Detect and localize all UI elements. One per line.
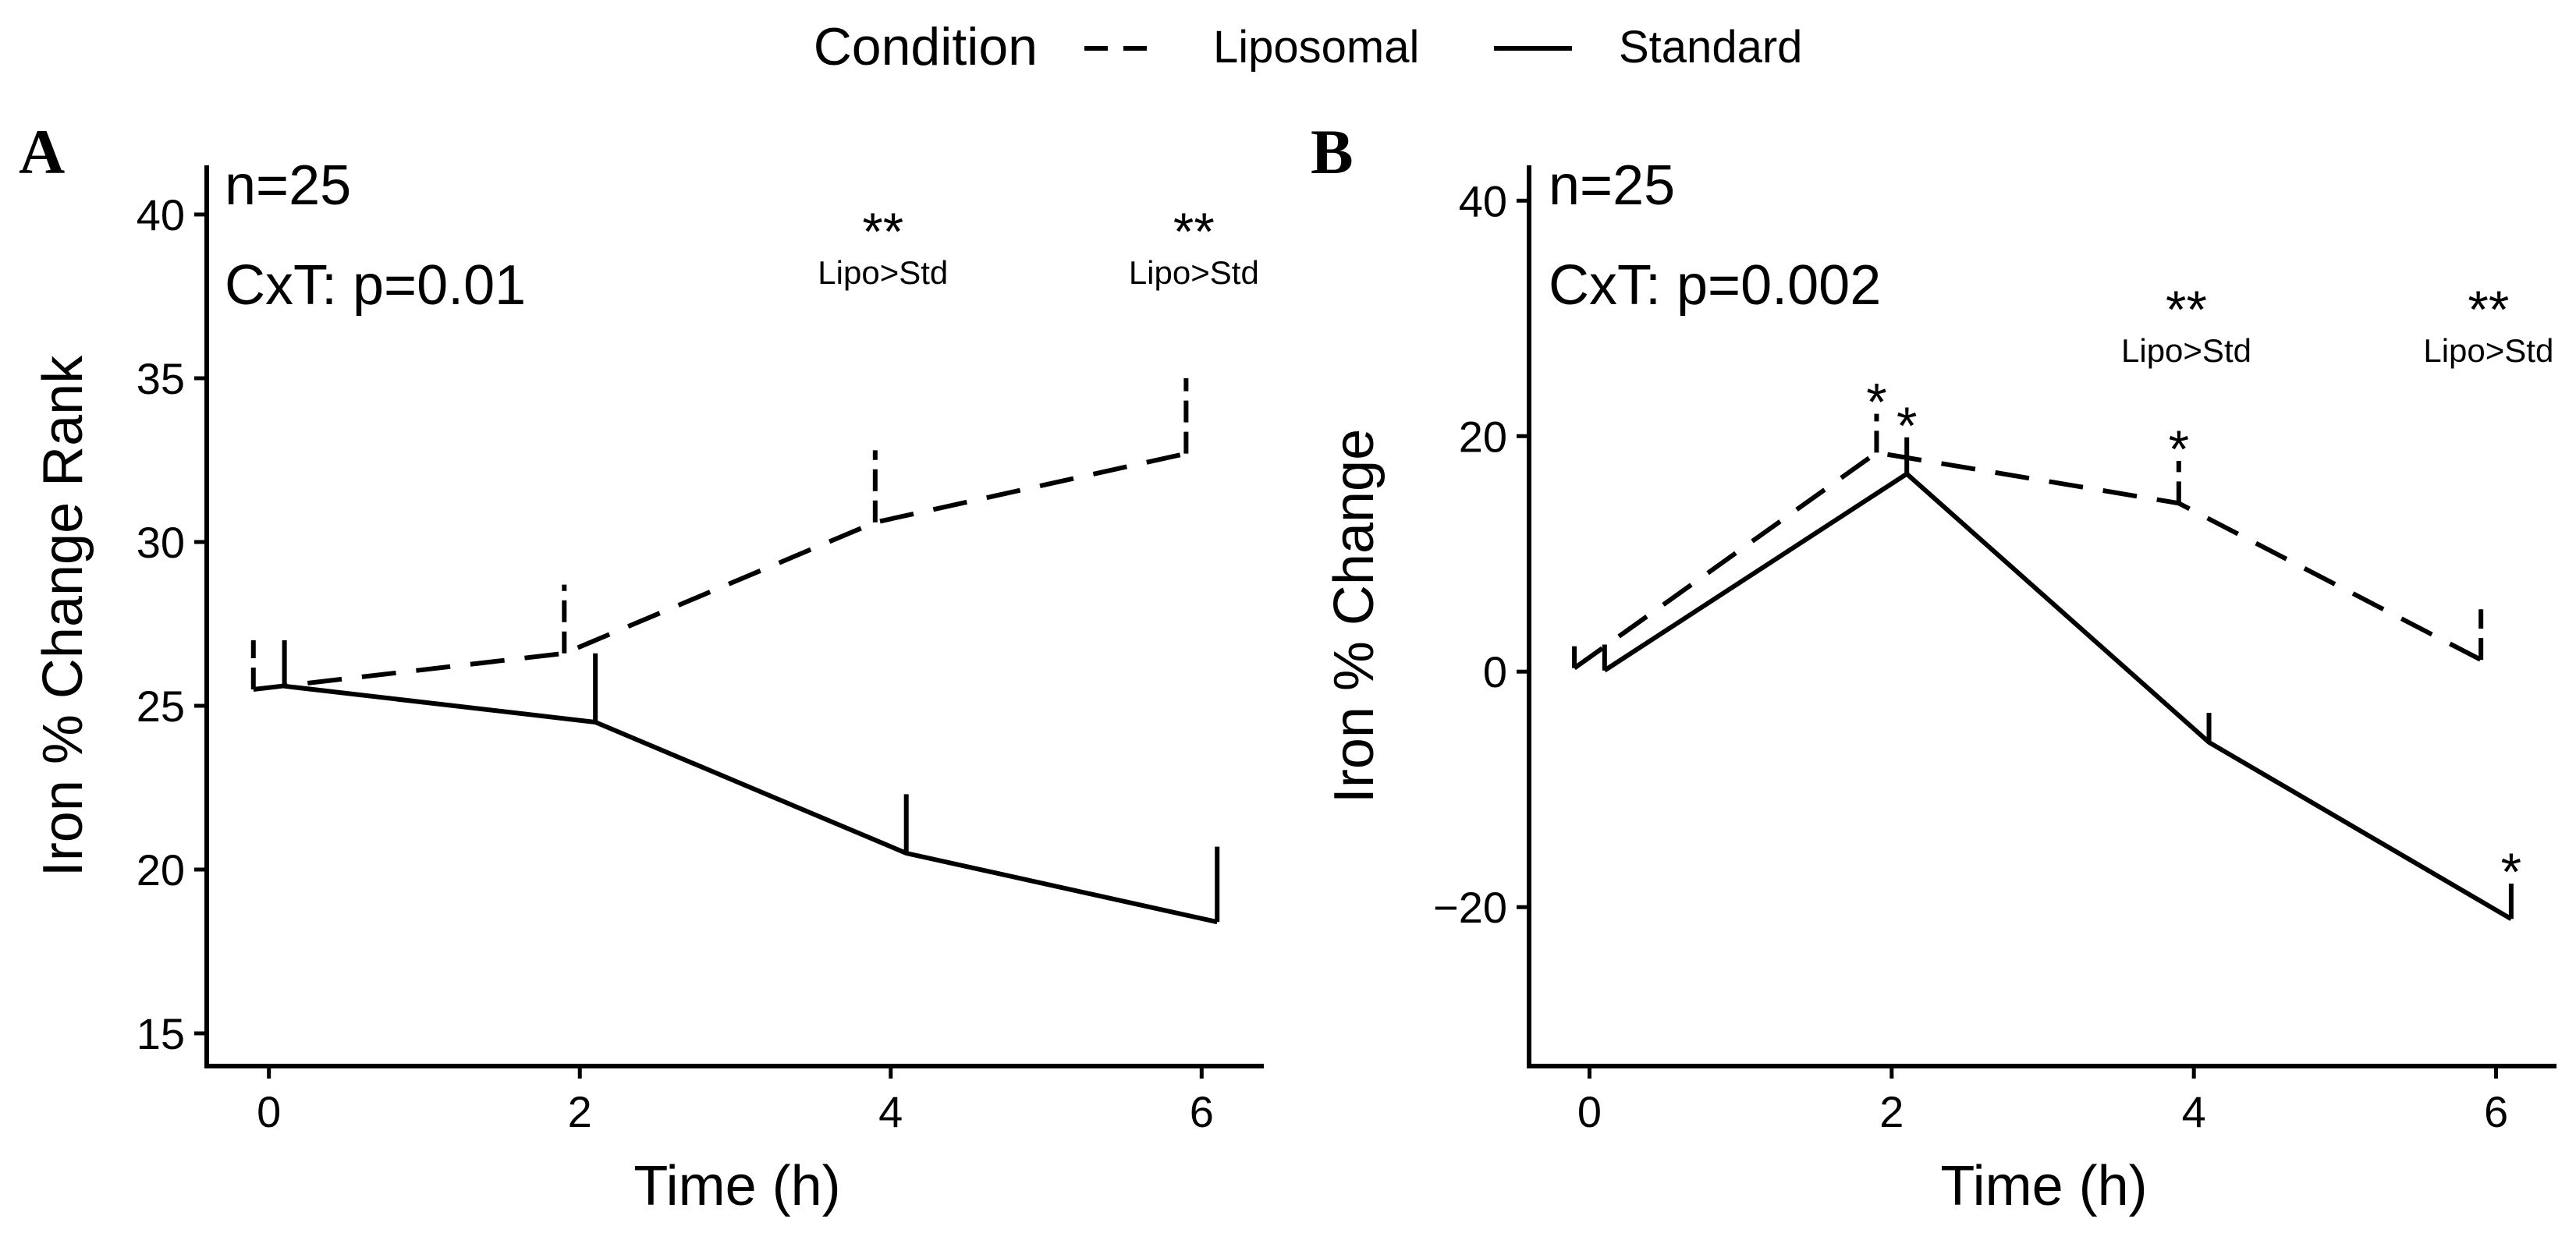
legend-label-standard: Standard — [1619, 22, 1802, 73]
panel-letter-b: B — [1311, 116, 1354, 187]
panel-b-point-star: * — [1897, 396, 1917, 455]
panel-b-point-star: * — [2169, 420, 2189, 479]
panel-letter-a: A — [19, 116, 65, 187]
panel-b: B n=25 CxT: p=0.002 Time (h) Iron % Chan… — [1311, 116, 2556, 1217]
panel-b-line-standard — [1603, 470, 2513, 921]
panel-a-y-tick-label: 15 — [137, 1009, 185, 1058]
panel-b-n-label: n=25 — [1549, 154, 1675, 217]
panel-a-x-tick-label: 6 — [1190, 1087, 1214, 1136]
panel-a-sig-label: Lipo>Std — [818, 254, 948, 291]
panel-a-y-tick-label: 25 — [137, 682, 185, 731]
panel-b-point-star: * — [1866, 373, 1886, 432]
panel-a-sig-stars: ** — [862, 202, 903, 261]
panel-a-line-liposomal — [253, 451, 1187, 692]
panel-b-cxt-label: CxT: p=0.002 — [1549, 254, 1881, 317]
panel-a-y-tick-label: 20 — [137, 845, 185, 895]
panel-a-line-standard — [284, 683, 1218, 925]
panel-a-x-tick-label: 4 — [878, 1087, 903, 1136]
panel-b-y-tick-label: −20 — [1433, 883, 1507, 932]
panel-b-y-tick-label: 20 — [1459, 412, 1507, 461]
panel-a-y-axis-title: Iron % Change Rank — [32, 355, 94, 877]
panel-b-sig-stars: ** — [2468, 280, 2509, 339]
panel-b-sig-label: Lipo>Std — [2121, 332, 2251, 369]
panel-b-x-tick-label: 4 — [2182, 1087, 2206, 1136]
panel-a-cxt-label: CxT: p=0.01 — [225, 254, 526, 317]
panel-a: A n=25 CxT: p=0.01 Time (h) Iron % Chang… — [19, 116, 1264, 1217]
panel-a-x-tick-label: 2 — [568, 1087, 592, 1136]
legend: Condition Liposomal Standard — [814, 17, 1803, 76]
panel-b-y-tick-label: 0 — [1483, 647, 1507, 696]
panel-b-x-tick-label: 0 — [1577, 1087, 1602, 1136]
panel-a-sig-stars: ** — [1173, 202, 1215, 261]
panel-b-x-tick-label: 2 — [1879, 1087, 1904, 1136]
panel-a-x-axis-title: Time (h) — [633, 1155, 840, 1217]
panel-b-x-tick-label: 6 — [2484, 1087, 2508, 1136]
panel-a-sig-label: Lipo>Std — [1129, 254, 1259, 291]
panel-b-sig-stars: ** — [2166, 280, 2207, 339]
panel-b-y-tick-label: 40 — [1459, 176, 1507, 225]
panel-b-point-star: * — [2501, 842, 2521, 902]
legend-title: Condition — [814, 17, 1038, 76]
panel-a-y-tick-label: 40 — [137, 190, 185, 239]
panel-a-x-tick-label: 0 — [257, 1087, 281, 1136]
panel-b-line-liposomal — [1573, 450, 2482, 671]
panel-b-sig-label: Lipo>Std — [2423, 332, 2553, 369]
panel-b-x-axis-title: Time (h) — [1940, 1155, 2147, 1217]
panel-a-y-tick-label: 35 — [137, 354, 185, 403]
legend-label-liposomal: Liposomal — [1213, 22, 1419, 73]
panel-a-n-label: n=25 — [225, 154, 351, 217]
panel-b-y-axis-title: Iron % Change — [1323, 429, 1386, 803]
panel-a-y-tick-label: 30 — [137, 518, 185, 567]
